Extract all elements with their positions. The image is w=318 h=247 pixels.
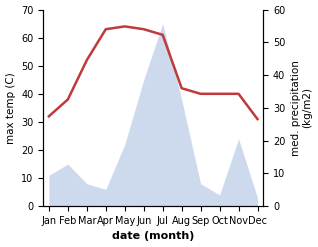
Y-axis label: med. precipitation
(kg/m2): med. precipitation (kg/m2)	[291, 60, 313, 156]
X-axis label: date (month): date (month)	[112, 231, 194, 242]
Y-axis label: max temp (C): max temp (C)	[5, 72, 16, 144]
